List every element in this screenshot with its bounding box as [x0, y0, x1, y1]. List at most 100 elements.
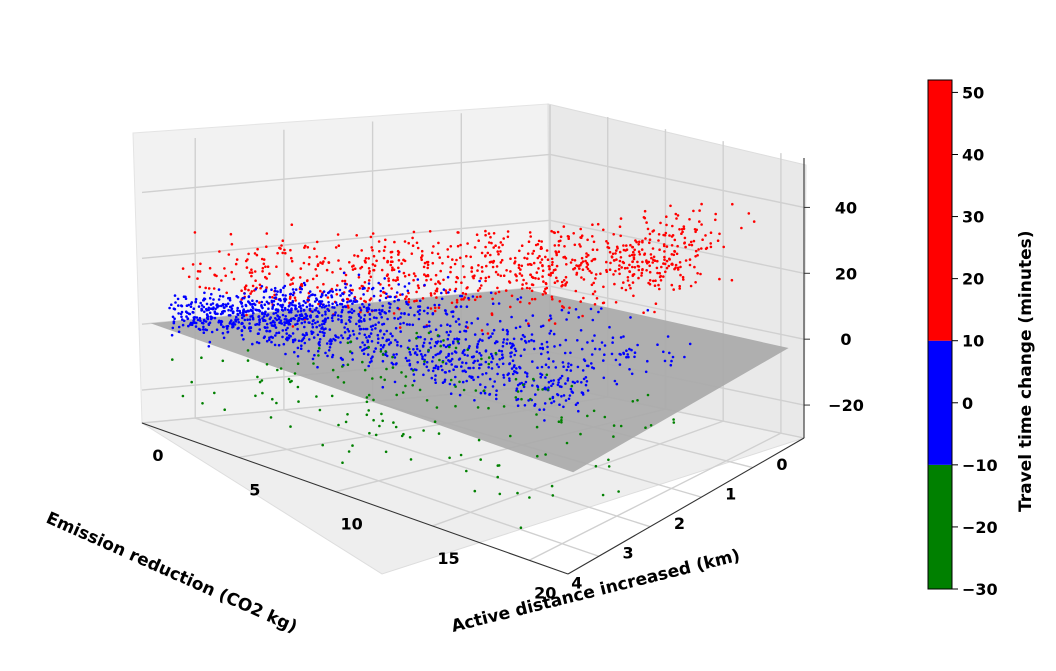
scatter-point	[202, 298, 205, 302]
scatter-point	[590, 259, 594, 263]
scatter-point	[641, 239, 644, 243]
scatter-point	[695, 228, 698, 232]
scatter-point	[648, 241, 651, 245]
scatter-point	[342, 271, 346, 275]
scatter-point	[257, 315, 260, 319]
scatter-point	[396, 249, 400, 253]
scatter-point	[457, 317, 460, 321]
scatter-point	[659, 279, 663, 282]
scatter-point	[462, 388, 466, 392]
scatter-point	[414, 274, 417, 278]
scatter-point	[426, 312, 429, 315]
scatter-point	[670, 244, 674, 247]
scatter-point	[374, 433, 378, 437]
scatter-point	[392, 312, 396, 315]
scatter-point	[520, 397, 523, 401]
scatter-point	[257, 323, 261, 326]
scatter-point	[502, 341, 505, 344]
scatter-point	[173, 294, 177, 297]
scatter-point	[301, 304, 305, 307]
scatter-point	[580, 347, 584, 351]
scatter-point	[204, 320, 208, 323]
scatter-point	[196, 270, 200, 273]
scatter-point	[434, 328, 438, 332]
scatter-point	[407, 347, 411, 351]
scatter-point	[227, 308, 230, 312]
scatter-point	[506, 332, 509, 336]
scatter-point	[556, 230, 560, 234]
scatter-point	[264, 265, 267, 269]
scatter-point	[499, 261, 503, 264]
scatter-point	[461, 291, 465, 295]
scatter-point	[434, 374, 437, 377]
scatter-point	[343, 279, 347, 283]
scatter-point	[502, 373, 505, 377]
scatter-point	[663, 262, 667, 266]
scatter-point	[207, 322, 211, 326]
scatter-point	[524, 341, 528, 344]
scatter-point	[289, 425, 292, 428]
scatter-point	[558, 403, 561, 407]
scatter-point	[516, 404, 520, 408]
scatter-point	[292, 276, 295, 280]
scatter-point	[319, 261, 322, 264]
scatter-point	[547, 357, 551, 361]
scatter-point	[446, 275, 450, 279]
scatter-point	[551, 260, 554, 264]
scatter-point	[453, 289, 457, 293]
scatter-point	[455, 305, 458, 309]
scatter-point	[344, 420, 348, 424]
scatter-point	[281, 329, 285, 332]
scatter-point	[401, 293, 404, 296]
scatter-point	[439, 350, 443, 353]
scatter-point	[603, 344, 607, 347]
scatter-point	[382, 249, 386, 252]
scatter-point	[312, 319, 315, 322]
scatter-point	[198, 285, 202, 289]
scatter-point	[241, 296, 244, 300]
scatter-point	[305, 314, 309, 318]
scatter-point	[225, 291, 228, 295]
scatter-point	[247, 300, 250, 303]
scatter-point	[544, 363, 548, 367]
scatter-point	[215, 274, 218, 278]
scatter-point	[379, 330, 382, 333]
scatter-point	[648, 270, 652, 274]
scatter-point	[450, 301, 454, 305]
scatter-point	[194, 300, 197, 304]
scatter-point	[361, 360, 364, 364]
scatter-point	[330, 295, 334, 299]
scatter-point	[412, 348, 415, 351]
scatter-point	[585, 255, 588, 258]
scatter-point	[551, 271, 554, 275]
scatter-point	[551, 494, 555, 497]
scatter-point	[484, 385, 487, 389]
scatter-point	[592, 240, 596, 244]
scatter-point	[684, 245, 687, 249]
scatter-point	[215, 328, 219, 332]
scatter-point	[696, 254, 699, 257]
scatter-point	[396, 306, 400, 310]
scatter-point	[626, 266, 629, 270]
scatter-point	[486, 323, 489, 326]
scatter-point	[454, 365, 457, 368]
scatter-point	[331, 353, 335, 357]
scatter-point	[640, 248, 644, 251]
scatter-point	[372, 294, 376, 298]
scatter-point	[397, 266, 400, 270]
scatter-point	[426, 273, 430, 277]
scatter-point	[311, 277, 315, 281]
colorbar-tick-label: 30	[962, 208, 984, 227]
scatter-point	[399, 293, 402, 297]
scatter-point	[640, 274, 643, 277]
scatter-point	[409, 353, 412, 356]
scatter-point	[293, 296, 297, 300]
scatter-point	[381, 385, 385, 389]
scatter-point	[326, 316, 330, 320]
scatter-point	[449, 245, 453, 248]
scatter-point	[479, 383, 482, 386]
scatter-point	[307, 349, 310, 353]
scatter-point	[374, 327, 377, 330]
scatter-point	[510, 294, 514, 298]
scatter-point	[197, 327, 201, 331]
